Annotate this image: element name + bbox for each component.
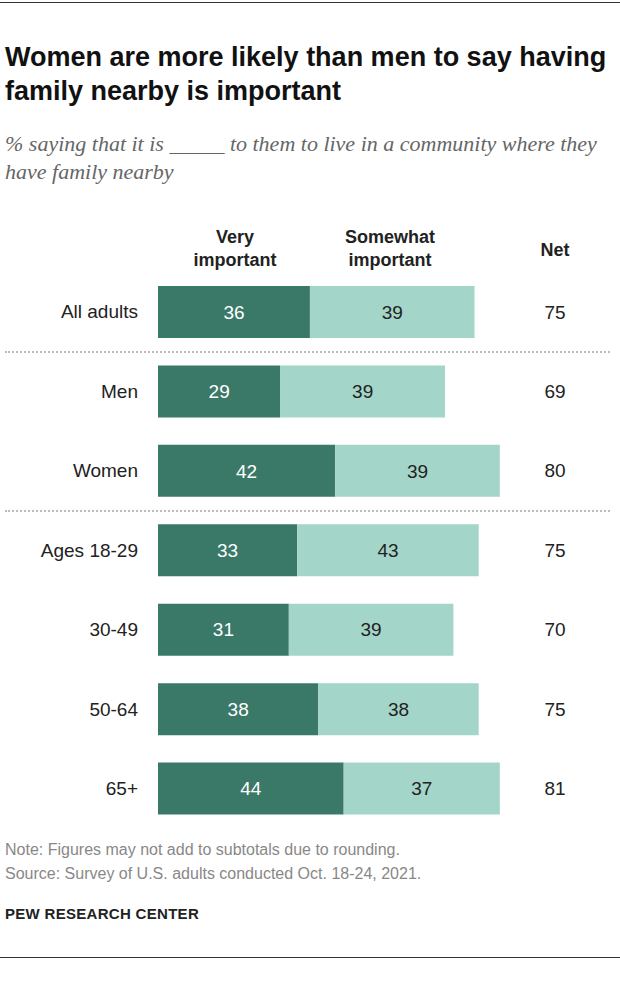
svg-text:39: 39 xyxy=(382,302,403,323)
html-text:Very important: Very important xyxy=(193,227,277,270)
html-text:Women are more likely than men: Women are more likely than men to say ha… xyxy=(5,42,607,106)
svg-text:38: 38 xyxy=(388,699,409,720)
svg-text:39: 39 xyxy=(407,461,428,482)
svg-text:75: 75 xyxy=(544,302,565,323)
html-text:Somewhat important: Somewhat important xyxy=(345,227,435,270)
svg-text:All adults: All adults xyxy=(61,301,138,322)
svg-text:43: 43 xyxy=(377,540,398,561)
svg-text:Men: Men xyxy=(101,381,138,402)
svg-text:75: 75 xyxy=(544,540,565,561)
svg-text:80: 80 xyxy=(544,460,565,481)
svg-text:70: 70 xyxy=(544,619,565,640)
svg-text:33: 33 xyxy=(217,540,238,561)
svg-text:31: 31 xyxy=(213,619,234,640)
svg-text:30-49: 30-49 xyxy=(89,619,138,640)
html-text:Note: Figures may not add to s: Note: Figures may not add to subtotals d… xyxy=(5,841,400,858)
svg-text:69: 69 xyxy=(544,381,565,402)
svg-text:75: 75 xyxy=(544,699,565,720)
svg-text:Women: Women xyxy=(73,460,138,481)
svg-text:37: 37 xyxy=(411,778,432,799)
html-text:Net: Net xyxy=(540,240,570,260)
html-text:PEW RESEARCH CENTER: PEW RESEARCH CENTER xyxy=(5,905,200,922)
svg-text:65+: 65+ xyxy=(106,778,138,799)
svg-text:81: 81 xyxy=(544,778,565,799)
svg-text:38: 38 xyxy=(228,699,249,720)
svg-text:Ages 18-29: Ages 18-29 xyxy=(41,540,138,561)
svg-text:44: 44 xyxy=(240,778,262,799)
html-text:% saying that it is _____ to t: % saying that it is _____ to them to liv… xyxy=(5,131,597,184)
svg-text:39: 39 xyxy=(361,619,382,640)
svg-text:29: 29 xyxy=(209,381,230,402)
svg-text:42: 42 xyxy=(236,461,257,482)
html-text:Source: Survey of U.S. adults: Source: Survey of U.S. adults conducted … xyxy=(5,865,422,882)
svg-text:39: 39 xyxy=(352,381,373,402)
svg-text:36: 36 xyxy=(223,302,244,323)
svg-text:50-64: 50-64 xyxy=(89,699,138,720)
